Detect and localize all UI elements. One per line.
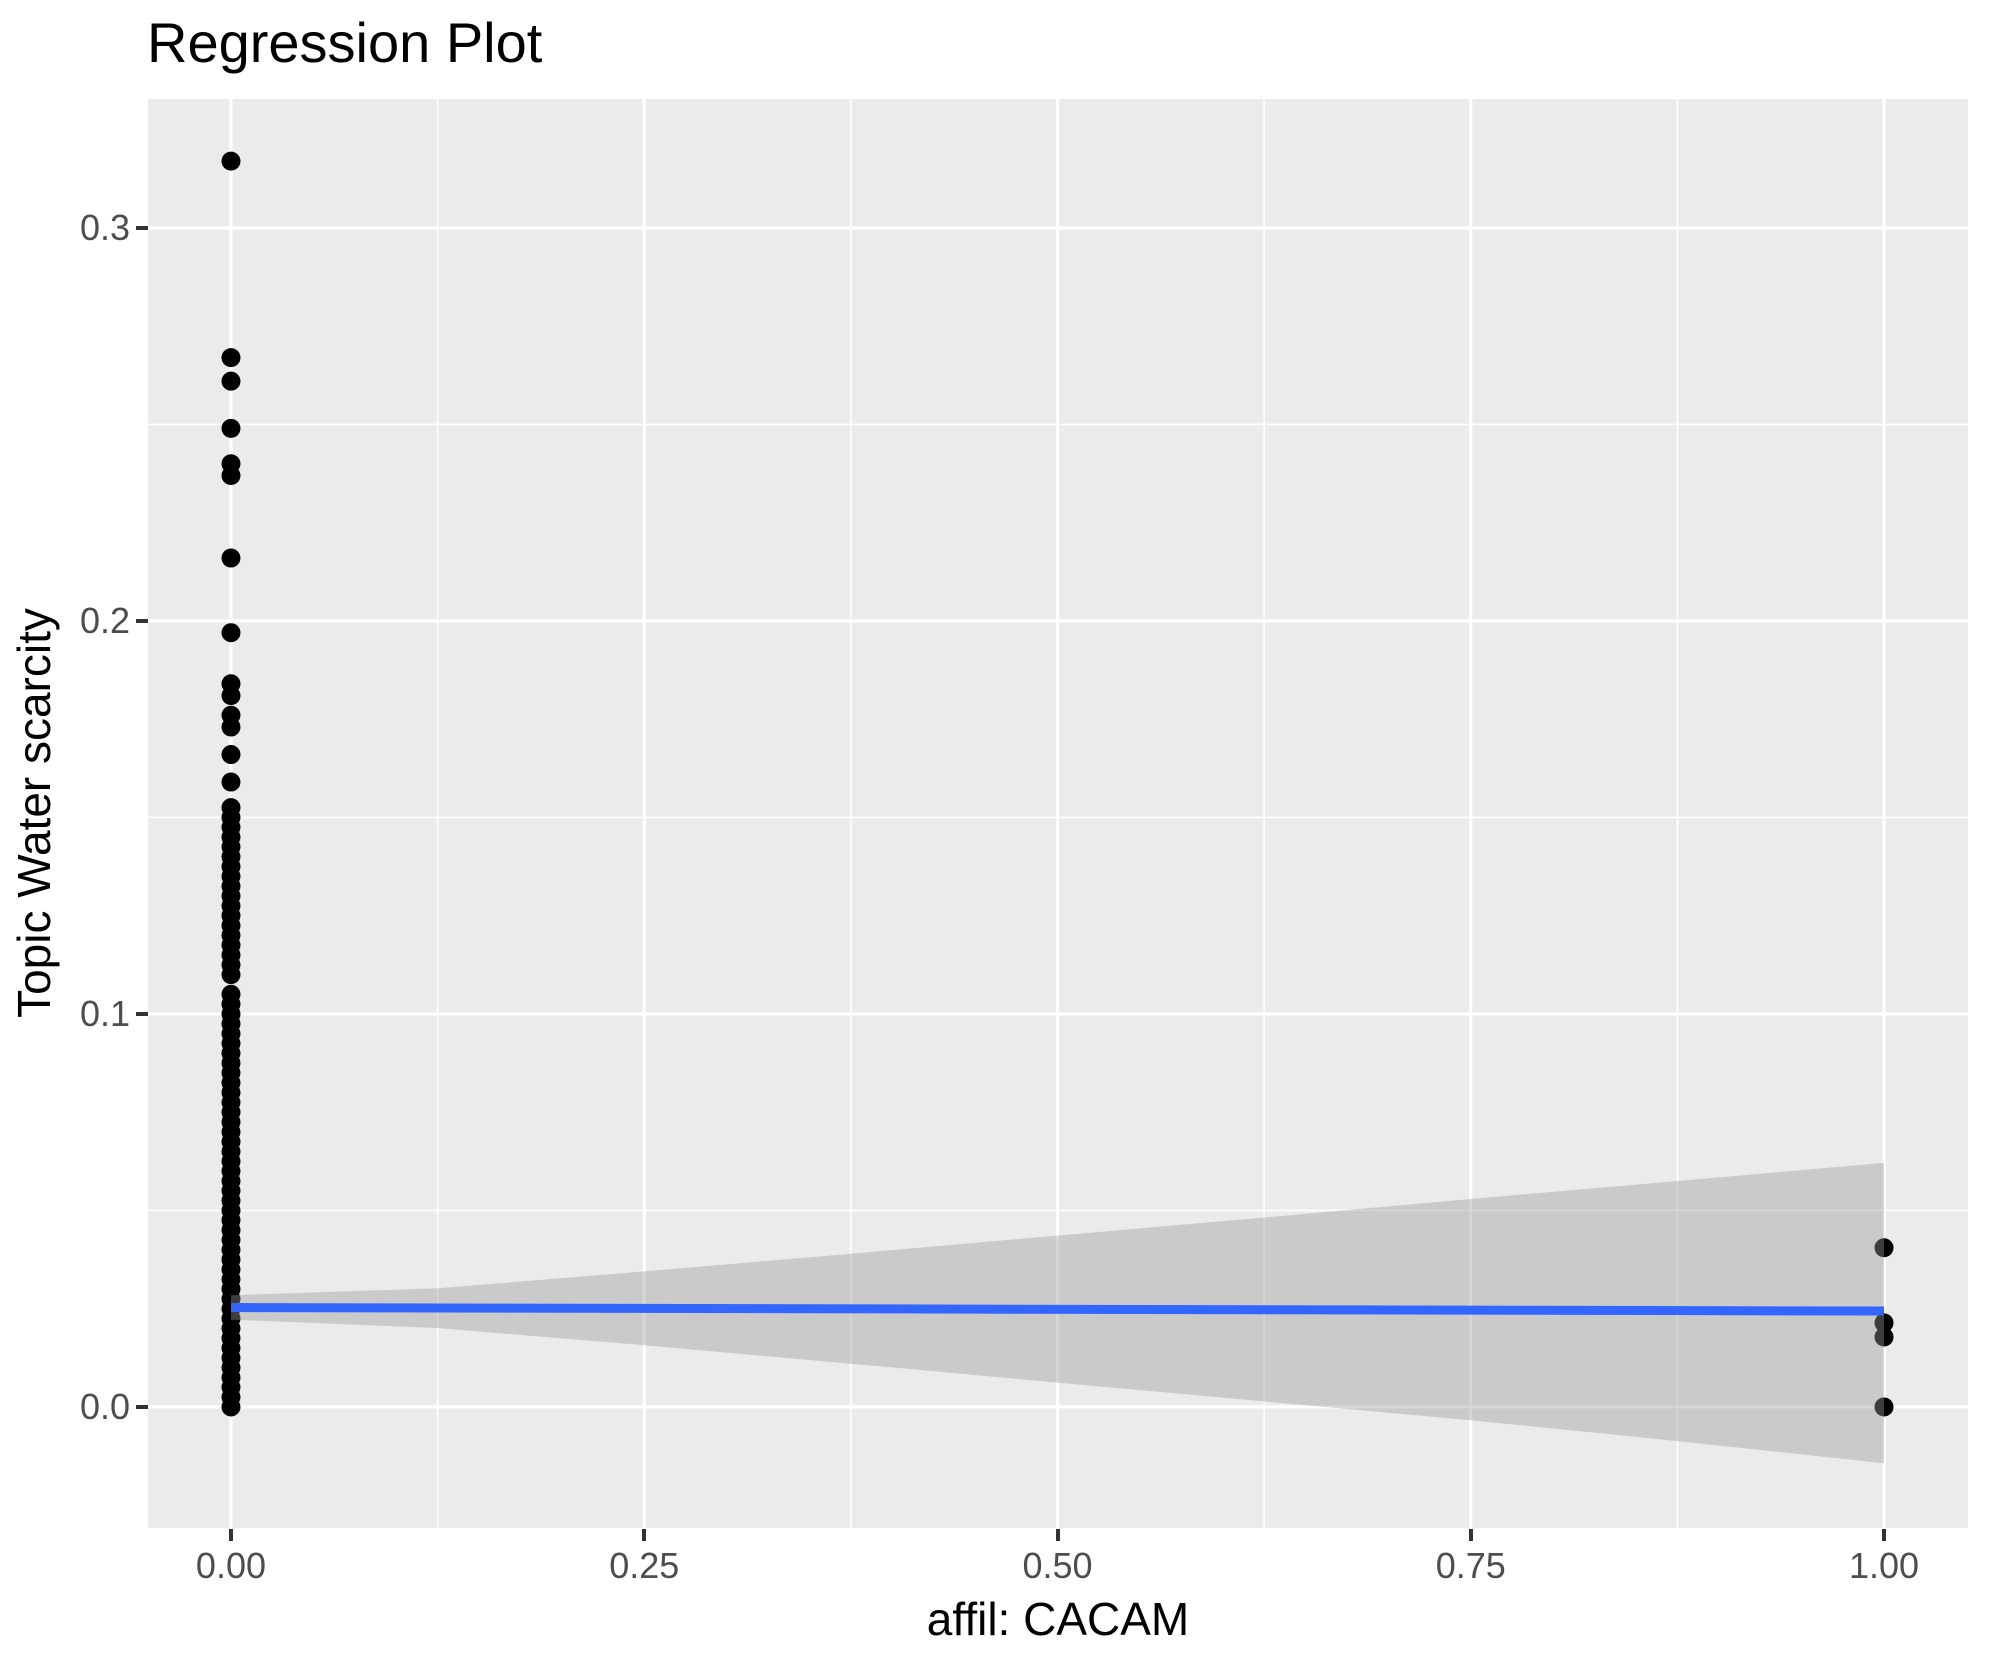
x-axis-title: affil: CACAM [926,1593,1190,1645]
y-tick-label: 0.1 [79,992,130,1034]
data-point [221,674,241,694]
x-tick-mark [642,1529,647,1541]
data-point [1874,1313,1894,1333]
y-tick-mark [136,225,148,230]
y-tick-label: 0.2 [79,599,130,641]
data-point [221,745,241,765]
x-tick-label: 0.50 [1022,1545,1093,1586]
data-point [221,623,241,643]
y-tick-mark [136,1404,148,1409]
data-point [221,772,241,792]
y-tick-label: 0.3 [79,206,130,248]
y-tick-mark [136,618,148,623]
regression-line [230,1303,1885,1316]
data-point [1874,1397,1894,1417]
data-point [1874,1238,1894,1258]
plot-panel [148,99,1968,1528]
data-point [221,984,241,1004]
data-point [221,798,241,818]
x-tick-label: 1.00 [1848,1545,1920,1586]
data-point [1874,1327,1894,1347]
x-tick-mark [228,1529,233,1541]
data-point [221,705,241,725]
data-point [221,371,241,391]
plot-title: Regression Plot [147,11,543,74]
data-point [221,454,241,474]
x-tick-label: 0.25 [609,1545,680,1586]
data-point [221,151,241,171]
y-axis-title: Topic Water scarcity [8,608,60,1018]
x-tick-mark [1468,1529,1473,1541]
chart-canvas [148,99,1968,1528]
x-tick-label: 0.00 [195,1545,266,1586]
y-tick-mark [136,1011,148,1016]
x-tick-label: 0.75 [1435,1545,1506,1586]
x-tick-mark [1882,1529,1887,1541]
data-point [221,418,241,438]
data-point [221,348,241,368]
x-tick-mark [1055,1529,1060,1541]
y-tick-label: 0.0 [79,1385,130,1427]
data-point [221,548,241,568]
